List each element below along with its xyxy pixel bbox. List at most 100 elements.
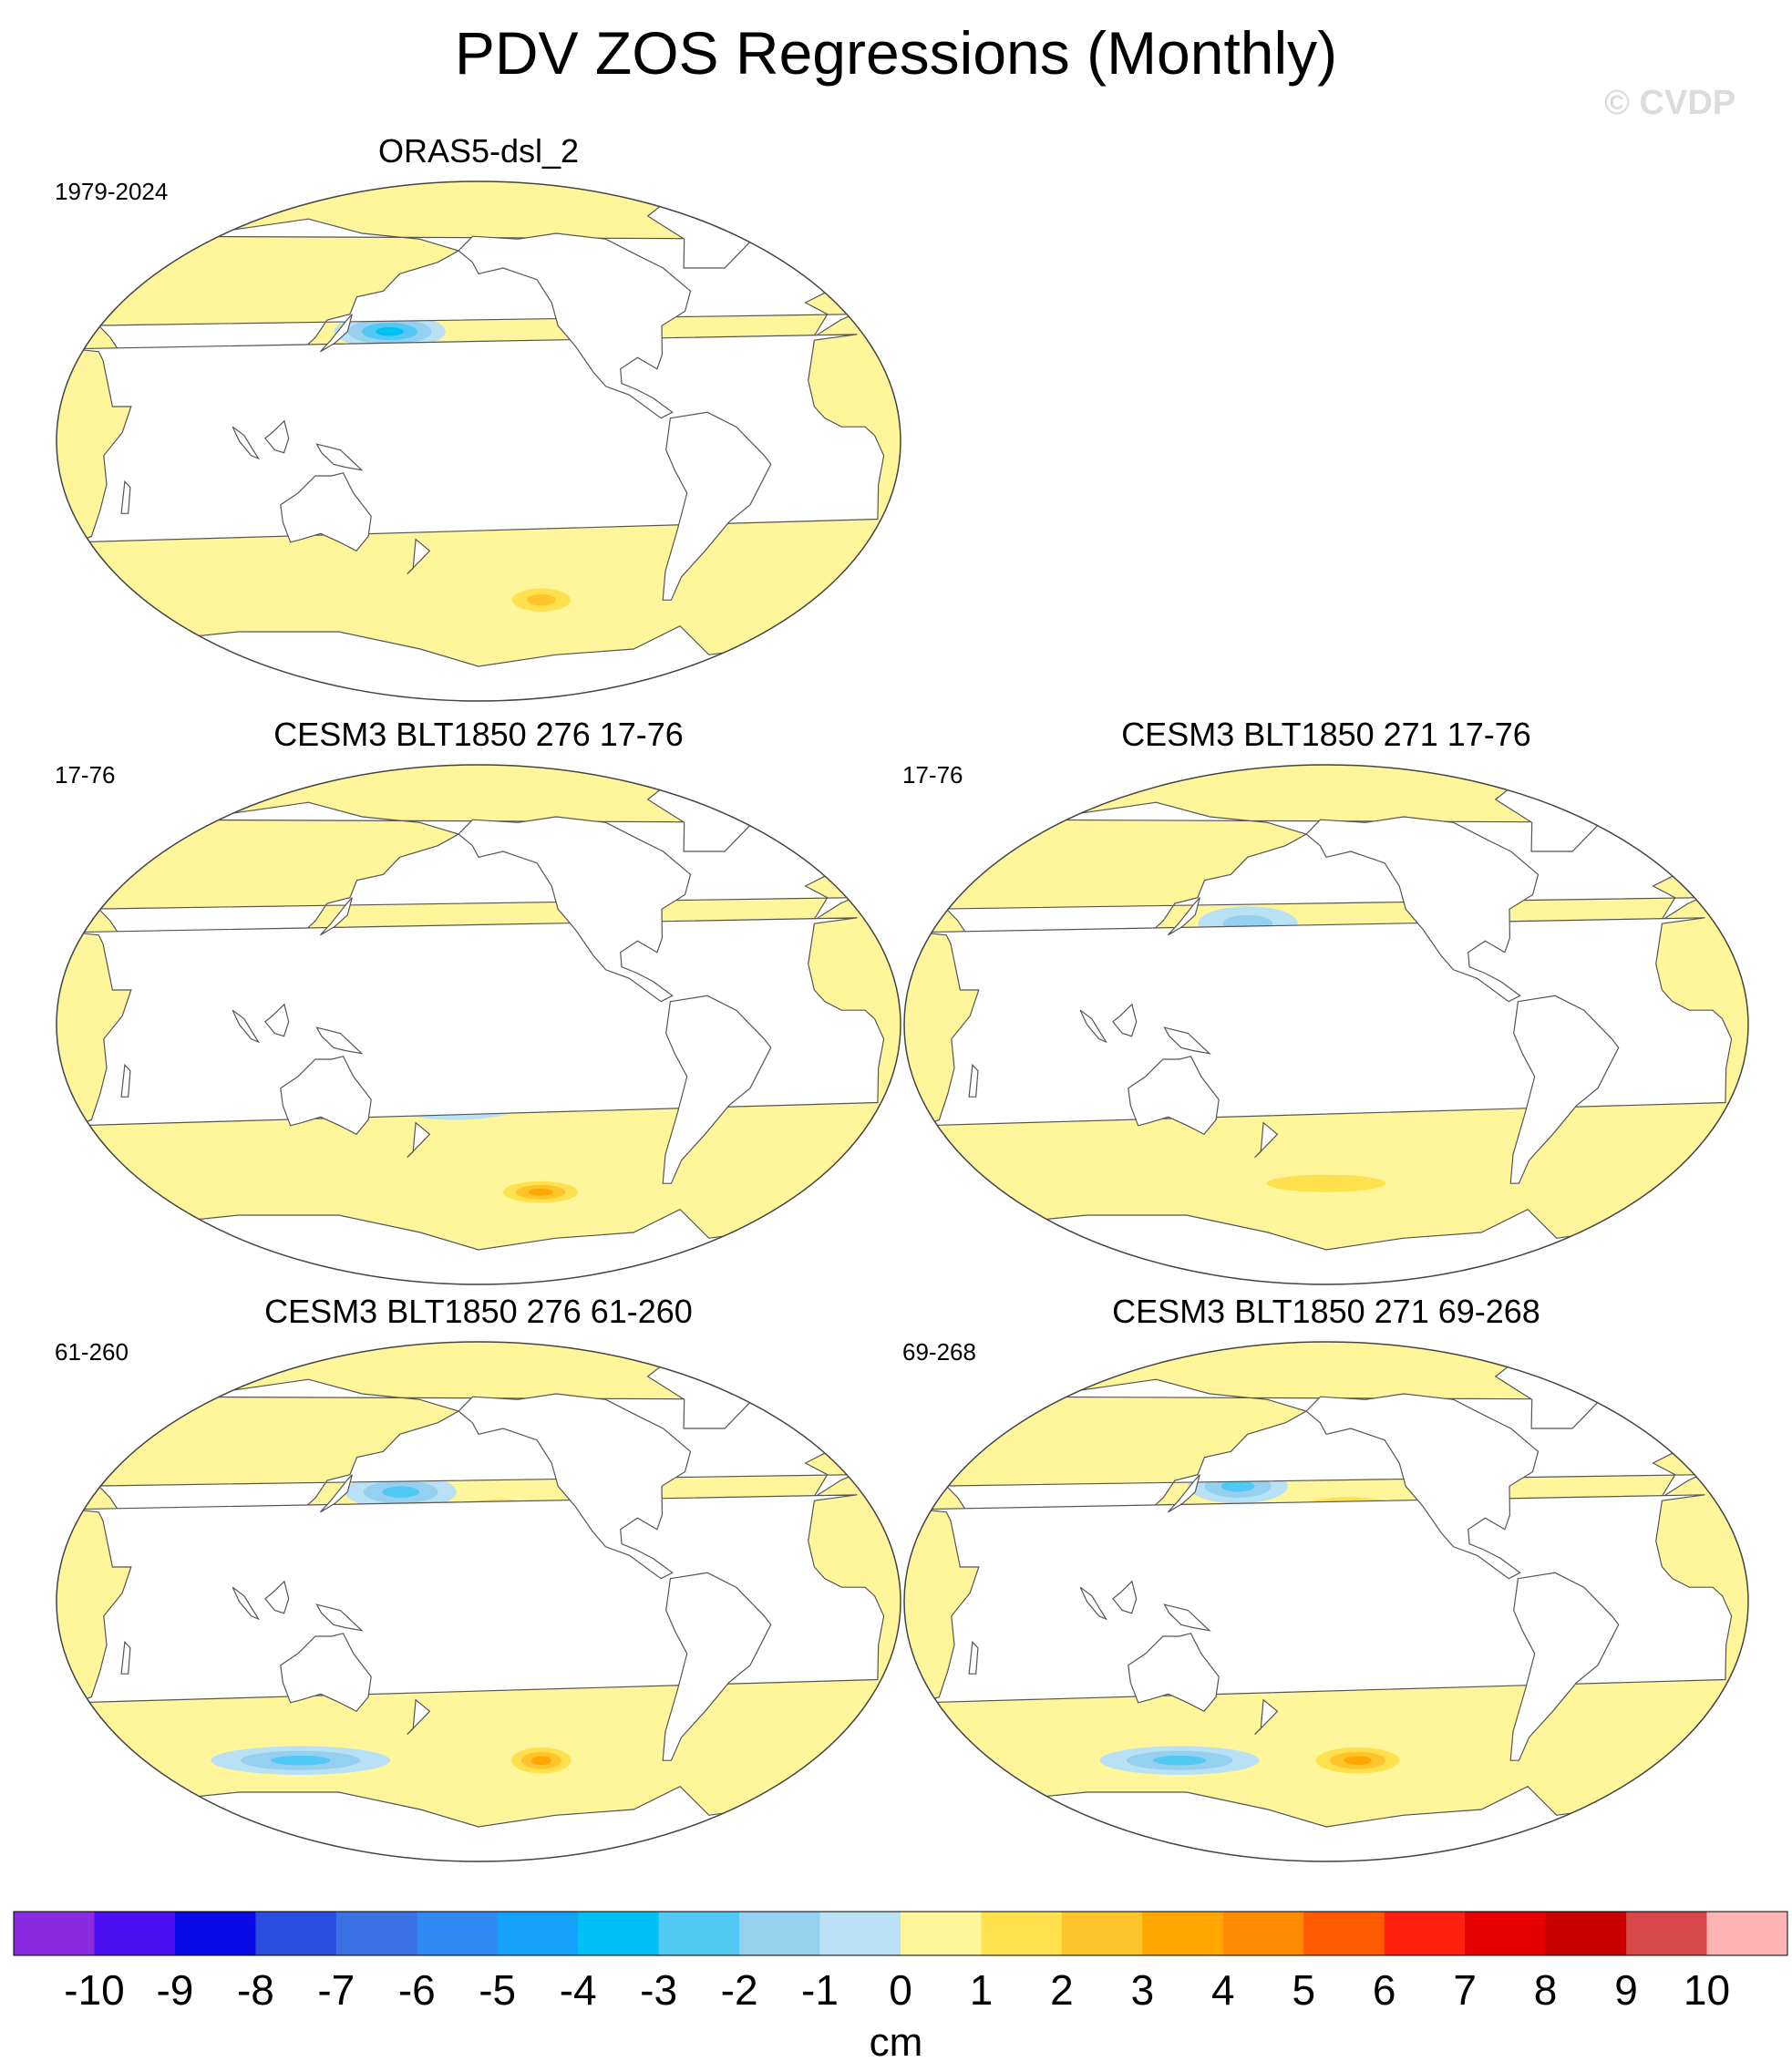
panel-title: CESM3 BLT1850 271 69-268 xyxy=(1112,1293,1540,1330)
panel-title: ORAS5-dsl_2 xyxy=(377,132,580,170)
land-madagascar xyxy=(968,1640,979,1675)
colorbar-tick-label: -5 xyxy=(479,1966,516,2014)
colorbar-tick-label: 10 xyxy=(1684,1966,1730,2014)
land-south-america xyxy=(662,1572,772,1761)
colorbar-tick-label: 9 xyxy=(1614,1966,1638,2014)
land-africa xyxy=(72,334,885,543)
panel-period: 17-76 xyxy=(902,761,963,789)
colorbar-tick-label: -8 xyxy=(237,1966,274,2014)
map-cesm3-276-61-260 xyxy=(56,1341,901,1862)
map-oras5 xyxy=(56,180,901,702)
colorbar-swatch xyxy=(1142,1912,1224,1955)
land-north-america xyxy=(1305,816,1540,1003)
land-new-zealand xyxy=(407,1121,431,1159)
land-borneo xyxy=(264,419,290,454)
colorbar-tick-label: 6 xyxy=(1373,1966,1396,2014)
land-japan xyxy=(319,1474,353,1513)
colorbar-tick-label: -9 xyxy=(156,1966,193,2014)
panel-cesm3-276-17-76: CESM3 BLT1850 276 17-76 17-76 xyxy=(55,716,902,1290)
colorbar-swatch xyxy=(174,1912,256,1955)
land-north-america xyxy=(1305,1393,1540,1580)
land-australia xyxy=(1128,1056,1220,1136)
anomaly-blob xyxy=(528,1188,553,1196)
land-japan xyxy=(319,897,353,936)
colorbar-swatch xyxy=(1384,1912,1466,1955)
colorbar-tick-label: -3 xyxy=(640,1966,677,2014)
colorbar-tick-label: 5 xyxy=(1293,1966,1316,2014)
anomaly-blob xyxy=(1266,1174,1386,1192)
land-africa xyxy=(72,1494,885,1704)
land-south-america xyxy=(1509,1572,1620,1761)
anomaly-blob xyxy=(1220,1480,1255,1492)
colorbar-swatch xyxy=(94,1912,176,1955)
land-new-guinea xyxy=(1163,1603,1211,1632)
land-new-guinea xyxy=(1163,1026,1211,1055)
land-madagascar xyxy=(120,1063,131,1098)
colorbar-swatch xyxy=(739,1912,821,1955)
land-sumatra xyxy=(232,1586,260,1621)
land-new-zealand xyxy=(1254,1121,1279,1159)
land-australia xyxy=(280,1056,372,1136)
anomaly-blob xyxy=(531,1756,551,1765)
land-sumatra xyxy=(1079,1009,1107,1044)
land-borneo xyxy=(264,1580,290,1614)
anomaly-blob xyxy=(1344,1756,1372,1765)
colorbar-swatch xyxy=(819,1912,901,1955)
colorbar-swatch xyxy=(1626,1912,1708,1955)
colorbar-swatch xyxy=(981,1912,1063,1955)
land-borneo xyxy=(264,1003,290,1037)
land-north-america xyxy=(458,816,692,1003)
land-sumatra xyxy=(1079,1586,1107,1621)
map-border xyxy=(56,180,901,702)
land-madagascar xyxy=(968,1063,979,1098)
panel-oras5: ORAS5-dsl_2 1979-2024 xyxy=(55,132,902,706)
anomaly-blob xyxy=(270,1755,331,1766)
land-japan xyxy=(1167,1474,1200,1513)
panel-title: CESM3 BLT1850 271 17-76 xyxy=(1121,716,1531,753)
anomaly-blob xyxy=(376,326,404,336)
colorbar-swatch xyxy=(255,1912,337,1955)
colorbar-swatch xyxy=(578,1912,660,1955)
cvdp-watermark: © CVDP xyxy=(1604,84,1736,122)
land-new-zealand xyxy=(1254,1698,1279,1736)
land-australia xyxy=(1128,1633,1220,1713)
colorbar-swatch xyxy=(335,1912,417,1955)
land-japan xyxy=(319,314,353,353)
colorbar-swatch xyxy=(417,1912,499,1955)
map-cesm3-271-17-76 xyxy=(903,764,1749,1285)
land-africa xyxy=(72,917,885,1127)
map-border xyxy=(56,764,901,1285)
colorbar-tick-label: -10 xyxy=(64,1966,124,2014)
land-africa xyxy=(920,917,1733,1127)
colorbar-swatch xyxy=(1222,1912,1304,1955)
map-border xyxy=(903,1341,1749,1862)
land-australia xyxy=(280,472,372,552)
land-australia xyxy=(280,1633,372,1713)
colorbar-swatch xyxy=(1706,1912,1788,1955)
land-south-america xyxy=(662,411,772,601)
panel-period: 1979-2024 xyxy=(55,178,169,205)
land-south-america xyxy=(662,995,772,1184)
land-north-america xyxy=(458,232,692,419)
anomaly-blob xyxy=(1152,1755,1207,1766)
colorbar-tick-label: -1 xyxy=(801,1966,839,2014)
panel-period: 69-268 xyxy=(902,1338,976,1366)
colorbar-tick-label: 8 xyxy=(1534,1966,1558,2014)
panel-title: CESM3 BLT1850 276 61-260 xyxy=(264,1293,693,1330)
figure-title: PDV ZOS Regressions (Monthly) xyxy=(454,19,1338,87)
colorbar-tick-label: -6 xyxy=(398,1966,436,2014)
colorbar-swatch xyxy=(1303,1912,1385,1955)
anomaly-blob xyxy=(526,593,556,606)
map-cesm3-276-17-76 xyxy=(56,764,901,1285)
colorbar-tick-label: -4 xyxy=(560,1966,597,2014)
colorbar-swatch xyxy=(14,1912,95,1955)
land-south-america xyxy=(1509,995,1620,1184)
map-border xyxy=(56,1341,901,1862)
colorbar-tick-label: -7 xyxy=(317,1966,355,2014)
land-layer xyxy=(920,787,1733,1284)
land-new-guinea xyxy=(315,1603,364,1632)
colorbar-tick-label: 3 xyxy=(1131,1966,1155,2014)
colorbar-swatch xyxy=(1465,1912,1547,1955)
anomaly-blob xyxy=(382,1486,420,1498)
